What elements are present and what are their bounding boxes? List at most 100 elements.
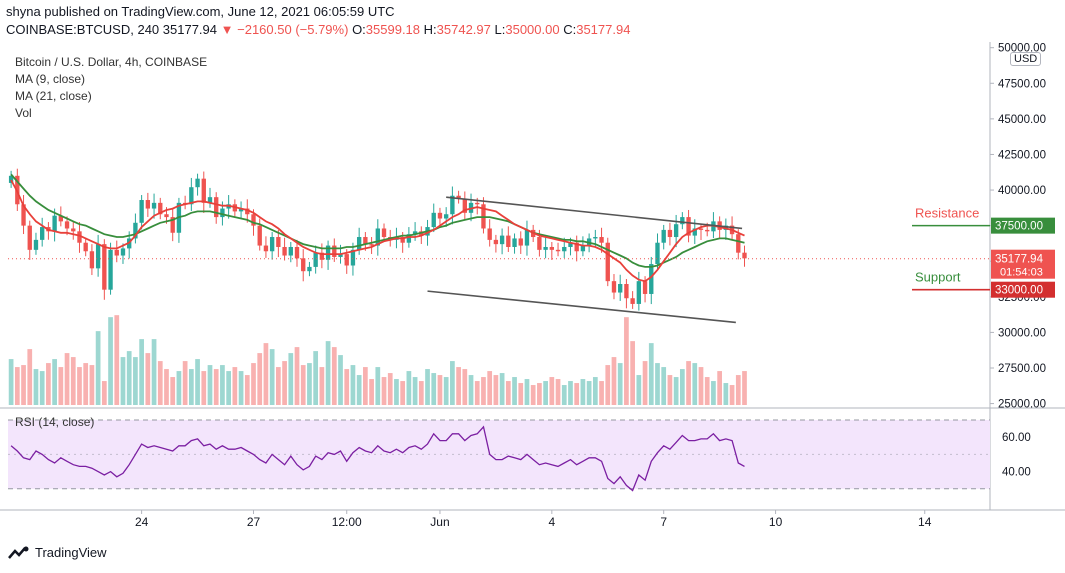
volume-bar	[145, 353, 151, 405]
candle-body	[21, 204, 26, 226]
time-tick-label: 12:00	[332, 515, 362, 529]
candle-body	[207, 197, 213, 203]
candle-body	[71, 228, 76, 232]
volume-bar	[679, 369, 685, 405]
candle-body	[251, 214, 256, 226]
candle-body	[680, 217, 685, 225]
rsi-line	[10, 425, 745, 492]
rsi-tick-label: 60.00	[1002, 432, 1031, 444]
time-tick-label: 7	[660, 515, 667, 529]
candle-body	[742, 252, 747, 259]
volume-bar	[406, 371, 412, 405]
candle-body	[313, 252, 318, 267]
candle-body	[518, 238, 523, 246]
candle-body	[257, 225, 262, 246]
candle-body	[593, 237, 598, 239]
candle-body	[245, 208, 250, 215]
candle-body	[108, 249, 113, 290]
candle-body	[83, 242, 88, 252]
volume-bar	[344, 369, 350, 405]
volume-bar	[157, 361, 163, 405]
candle-body	[133, 222, 138, 239]
support-label: Support	[915, 270, 961, 285]
candle-body	[655, 242, 660, 265]
volume-bar	[580, 379, 586, 405]
candle-body	[406, 234, 412, 243]
volume-bar	[617, 363, 623, 405]
candle-body	[89, 251, 95, 269]
currency-badge[interactable]: USD	[1010, 52, 1042, 66]
candle-body	[537, 237, 542, 250]
candle-body	[543, 246, 548, 250]
candle-body	[580, 245, 586, 252]
volume-bar	[443, 377, 449, 405]
candle-body	[114, 249, 119, 256]
candle-body	[139, 200, 144, 223]
close-label: C:	[563, 22, 577, 37]
time-tick-label: 10	[769, 515, 783, 529]
candle-body	[356, 237, 362, 250]
legend-vol[interactable]: Vol	[15, 106, 32, 120]
legend-rsi[interactable]: RSI (14, close)	[15, 415, 95, 429]
tradingview-brand[interactable]: TradingView	[8, 545, 107, 560]
candle-body	[282, 246, 287, 256]
legend-ma9[interactable]: MA (9, close)	[15, 72, 86, 86]
legend-ma21[interactable]: MA (21, close)	[15, 89, 92, 103]
ma21-line	[10, 173, 745, 268]
candle-body	[332, 245, 337, 257]
volume-bar	[586, 381, 592, 405]
volume-bar	[717, 371, 723, 405]
volume-bar	[673, 377, 679, 405]
last-price-tag	[991, 249, 1055, 279]
candle-body	[325, 245, 331, 260]
change-text: ▼ −2160.50 (−5.79%)	[220, 22, 349, 37]
volume-bar	[164, 369, 169, 405]
candle-body	[195, 178, 200, 188]
resistance-price-tag	[991, 217, 1055, 234]
candle-body	[164, 214, 169, 218]
chart-legend: Bitcoin / U.S. Dollar, 4h, COINBASE MA (…	[15, 54, 207, 122]
candle-body	[667, 229, 673, 238]
candle-body	[605, 242, 610, 282]
volume-bar	[46, 363, 51, 405]
support-price-tag	[991, 281, 1055, 298]
candle-body	[661, 229, 666, 243]
volume-bar	[505, 381, 511, 405]
candle-body	[624, 284, 629, 299]
volume-bar	[89, 365, 95, 405]
volume-bar	[338, 355, 343, 405]
volume-bar	[182, 361, 188, 405]
candle-body	[363, 237, 368, 245]
candle-body	[568, 242, 573, 247]
volume-bar	[369, 379, 374, 405]
volume-bar	[201, 371, 207, 405]
candle-body	[189, 187, 194, 205]
candle-body	[555, 249, 561, 252]
last-price-text: 35177.94	[162, 22, 218, 37]
volume-bar	[742, 371, 747, 405]
candle-body	[686, 217, 691, 236]
volume-bar	[257, 353, 263, 405]
candle-body	[611, 281, 617, 293]
volume-bar	[8, 359, 14, 405]
volume-bar	[58, 367, 64, 405]
candle-body	[214, 197, 219, 218]
candle-body	[307, 266, 312, 272]
candle-body	[95, 244, 101, 269]
candle-body	[120, 248, 126, 256]
candle-body	[462, 198, 467, 213]
candle-body	[549, 246, 555, 250]
volume-bar	[83, 363, 89, 405]
volume-bar	[592, 377, 598, 405]
candle-body	[220, 208, 225, 218]
candle-body	[369, 244, 374, 246]
legend-title: Bitcoin / U.S. Dollar, 4h, COINBASE	[15, 55, 208, 69]
volume-bar	[350, 365, 356, 405]
volume-bar	[363, 367, 368, 405]
volume-bar	[269, 349, 275, 405]
volume-bar	[213, 369, 219, 405]
price-tick-label: 42500.00	[998, 149, 1046, 161]
candle-body	[437, 212, 443, 219]
candle-body	[506, 235, 511, 247]
